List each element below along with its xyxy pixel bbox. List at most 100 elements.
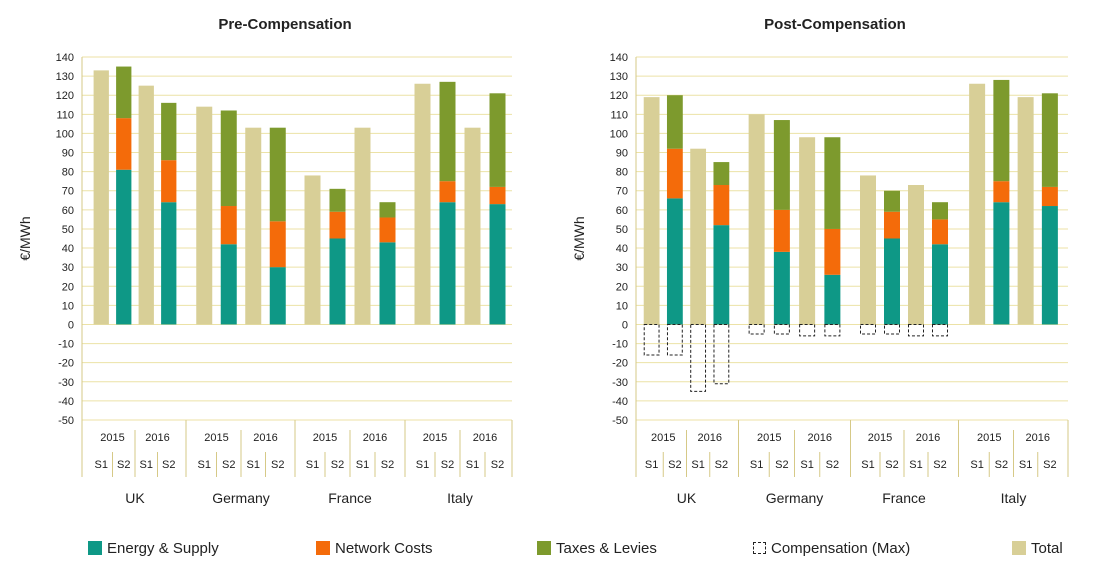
period-label: S1: [645, 459, 658, 471]
bar-total: [304, 175, 321, 325]
bar-compensation: [666, 323, 683, 356]
bar-taxes: [884, 190, 900, 212]
y-tick-label: 100: [610, 128, 628, 140]
y-tick-label: -10: [612, 339, 628, 351]
bar-total: [464, 127, 481, 325]
bar-taxes: [666, 95, 683, 149]
period-label: S2: [826, 459, 839, 471]
period-label: S1: [247, 459, 260, 471]
bar-energy: [713, 225, 730, 325]
period-label: S1: [306, 459, 319, 471]
bar-network: [666, 148, 683, 199]
bar-energy: [666, 198, 683, 325]
bar-taxes: [439, 81, 456, 182]
y-tick-label: -30: [612, 377, 628, 389]
y-tick-label: 20: [62, 281, 74, 293]
period-label: S1: [466, 459, 479, 471]
bar-energy: [269, 267, 286, 325]
bar-energy: [116, 169, 132, 325]
period-label: S2: [491, 459, 504, 471]
legend-label-taxes: Taxes & Levies: [556, 539, 657, 557]
y-tick-label: 90: [62, 148, 74, 160]
bar-network: [489, 186, 506, 205]
country-label: UK: [125, 490, 145, 506]
y-tick-label: 0: [622, 319, 628, 331]
bar-total: [414, 83, 431, 325]
bar-total: [196, 106, 213, 325]
bar-total: [643, 97, 660, 325]
period-label: S2: [885, 459, 898, 471]
period-label: S1: [909, 459, 922, 471]
y-tick-label: 140: [610, 52, 628, 64]
period-label: S2: [331, 459, 344, 471]
bar-energy: [773, 251, 790, 325]
y-tick-label: -10: [58, 339, 74, 351]
country-label: France: [328, 490, 372, 506]
country-label: France: [882, 490, 926, 506]
bar-energy: [161, 202, 177, 325]
bar-network: [379, 217, 396, 243]
y-tick-label: 60: [616, 205, 628, 217]
legend-label-network: Network Costs: [335, 539, 433, 557]
y-tick-label: 50: [616, 224, 628, 236]
bar-network: [220, 206, 237, 245]
y-axis-label: €/MWh: [571, 216, 587, 260]
bar-total: [93, 70, 109, 325]
bar-total: [354, 127, 371, 325]
bar-network: [824, 228, 841, 275]
period-label: S1: [800, 459, 813, 471]
y-tick-label: 70: [62, 186, 74, 198]
period-label: S2: [222, 459, 235, 471]
legend-label-total: Total: [1031, 539, 1063, 557]
bar-energy: [379, 242, 396, 325]
country-label: Germany: [766, 490, 824, 506]
y-tick-label: -40: [612, 396, 628, 408]
period-label: S1: [691, 459, 704, 471]
y-tick-label: 10: [62, 300, 74, 312]
legend-swatch-energy: [88, 541, 102, 555]
bar-taxes: [489, 93, 506, 187]
period-label: S2: [933, 459, 946, 471]
bar-compensation: [748, 323, 765, 335]
legend-swatch-total: [1012, 541, 1026, 555]
period-label: S1: [861, 459, 874, 471]
bar-compensation: [799, 323, 816, 337]
bar-network: [773, 209, 790, 252]
y-tick-label: 20: [616, 281, 628, 293]
year-label: 2016: [698, 432, 722, 444]
bar-taxes: [713, 162, 730, 186]
legend-item-network: Network Costs: [316, 537, 433, 559]
bar-compensation: [690, 323, 707, 392]
y-tick-label: 60: [62, 205, 74, 217]
bar-taxes: [1041, 93, 1058, 187]
bar-energy: [993, 202, 1010, 325]
y-tick-label: 120: [610, 90, 628, 102]
year-label: 2015: [204, 432, 228, 444]
year-label: 2015: [868, 432, 892, 444]
y-tick-label: -30: [58, 377, 74, 389]
period-label: S2: [117, 459, 130, 471]
period-label: S2: [995, 459, 1008, 471]
y-tick-label: -40: [58, 396, 74, 408]
period-label: S2: [1043, 459, 1056, 471]
bar-compensation: [908, 323, 924, 337]
legend-item-total: Total: [1012, 537, 1063, 559]
bar-network: [329, 211, 346, 239]
y-tick-label: -50: [58, 415, 74, 427]
year-label: 2015: [977, 432, 1001, 444]
bar-taxes: [379, 202, 396, 218]
y-tick-label: 70: [616, 186, 628, 198]
y-tick-label: 110: [610, 109, 628, 121]
country-label: Italy: [1001, 490, 1027, 506]
bar-compensation: [824, 323, 841, 337]
bar-network: [1041, 186, 1058, 207]
y-tick-label: 50: [62, 224, 74, 236]
bar-taxes: [161, 102, 177, 161]
bar-energy: [439, 202, 456, 325]
bar-network: [993, 181, 1010, 203]
legend-label-compensation: Compensation (Max): [771, 539, 911, 557]
period-label: S1: [356, 459, 369, 471]
y-tick-label: 90: [616, 148, 628, 160]
bar-energy: [489, 204, 506, 325]
bar-network: [161, 160, 177, 203]
